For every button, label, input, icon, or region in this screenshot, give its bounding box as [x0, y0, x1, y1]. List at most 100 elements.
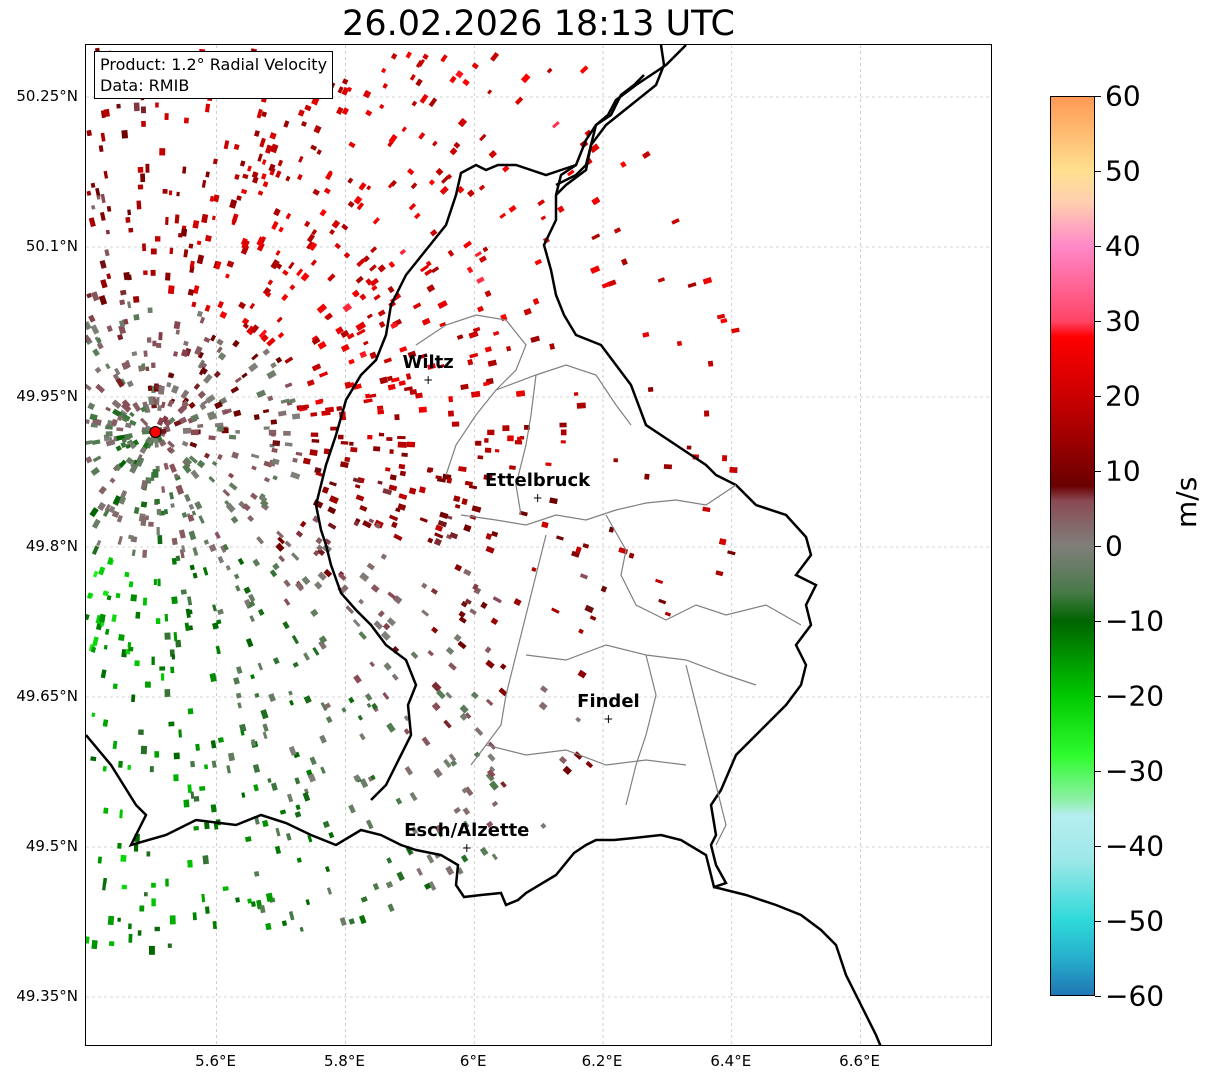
velocity-gate: [252, 176, 259, 184]
velocity-gate: [273, 208, 281, 217]
velocity-gate: [289, 284, 296, 291]
velocity-gate: [145, 436, 152, 443]
velocity-gate: [142, 597, 148, 606]
velocity-gate: [155, 102, 159, 108]
velocity-gate: [290, 471, 301, 480]
velocity-gate: [418, 486, 426, 494]
velocity-gate: [201, 179, 207, 188]
lon-tick-label: 6°E: [459, 1052, 487, 1070]
velocity-gate: [141, 363, 146, 371]
velocity-gate: [316, 149, 322, 155]
velocity-gate: [285, 212, 292, 220]
velocity-gate: [295, 530, 304, 538]
velocity-gate: [453, 495, 461, 503]
velocity-gate: [386, 375, 393, 382]
velocity-gate: [272, 657, 280, 665]
velocity-gate: [216, 425, 224, 432]
velocity-gate: [86, 334, 91, 343]
velocity-gate: [393, 533, 403, 541]
velocity-gate: [187, 596, 193, 606]
lat-tick-label: 49.35°N: [16, 987, 78, 1005]
velocity-gate: [366, 562, 375, 571]
radar-map[interactable]: [85, 44, 992, 1046]
velocity-gate: [235, 692, 242, 699]
velocity-gate: [162, 189, 168, 194]
velocity-gate: [428, 881, 437, 891]
velocity-gate: [462, 78, 470, 87]
velocity-gate: [256, 536, 265, 545]
velocity-gate: [190, 760, 196, 768]
velocity-gate: [267, 777, 272, 784]
velocity-gate: [96, 539, 102, 547]
velocity-gate: [208, 476, 216, 483]
velocity-gate: [341, 107, 349, 116]
velocity-gate: [202, 566, 209, 576]
velocity-gate: [217, 608, 224, 616]
velocity-gate: [325, 866, 331, 873]
velocity-gate: [416, 867, 423, 876]
velocity-gate: [169, 247, 174, 255]
velocity-gate: [390, 321, 399, 330]
velocity-gate: [419, 517, 428, 523]
velocity-gate: [485, 545, 495, 554]
velocity-gate: [176, 191, 180, 197]
velocity-gate: [386, 617, 396, 627]
velocity-gate: [337, 86, 344, 94]
velocity-gate: [364, 693, 373, 702]
velocity-gate: [198, 515, 205, 524]
velocity-gate: [469, 608, 477, 616]
velocity-gate: [181, 440, 189, 447]
velocity-gate: [164, 689, 171, 697]
velocity-gate: [284, 382, 293, 389]
velocity-gate: [369, 351, 378, 360]
velocity-gate: [106, 273, 112, 280]
velocity-gate: [144, 403, 151, 413]
velocity-gate: [153, 579, 157, 585]
velocity-gate: [91, 646, 97, 653]
velocity-gate: [249, 615, 255, 623]
velocity-gate: [89, 507, 99, 518]
velocity-gate: [341, 584, 349, 592]
velocity-gate: [370, 246, 378, 254]
velocity-gate: [266, 337, 276, 347]
velocity-gate: [158, 332, 163, 341]
velocity-gate: [256, 242, 265, 252]
velocity-gate: [508, 204, 517, 213]
velocity-gate: [302, 457, 311, 465]
velocity-gate: [411, 100, 418, 107]
velocity-gate: [125, 359, 131, 368]
velocity-gate: [116, 427, 124, 432]
velocity-gate: [458, 616, 467, 624]
velocity-gate: [119, 289, 127, 296]
velocity-gate: [268, 693, 276, 703]
velocity-gate: [187, 708, 194, 715]
velocity-gate: [112, 683, 118, 690]
velocity-gate: [314, 466, 322, 474]
velocity-gate: [102, 719, 109, 727]
velocity-gate: [642, 331, 650, 338]
velocity-gate: [482, 246, 489, 253]
velocity-gate: [237, 702, 242, 709]
velocity-gate: [234, 173, 240, 180]
velocity-gate: [233, 409, 242, 417]
colorbar-tick-label: −20: [1105, 679, 1165, 713]
velocity-gate: [388, 484, 398, 492]
velocity-gate: [86, 936, 90, 944]
velocity-gate: [382, 622, 391, 631]
velocity-gate: [431, 702, 441, 712]
velocity-gate: [189, 260, 195, 269]
velocity-gate: [112, 495, 122, 506]
velocity-gate: [241, 317, 250, 326]
velocity-gate: [118, 496, 127, 505]
velocity-gate: [474, 751, 481, 758]
velocity-gate: [657, 277, 666, 283]
velocity-gate: [456, 185, 465, 194]
velocity-gate: [270, 419, 278, 425]
velocity-gate: [321, 486, 330, 494]
velocity-gate: [178, 416, 188, 425]
velocity-gate: [387, 591, 397, 600]
velocity-gate: [268, 163, 276, 172]
velocity-gate: [188, 401, 196, 409]
velocity-gate: [282, 621, 290, 630]
velocity-gate: [385, 467, 391, 472]
